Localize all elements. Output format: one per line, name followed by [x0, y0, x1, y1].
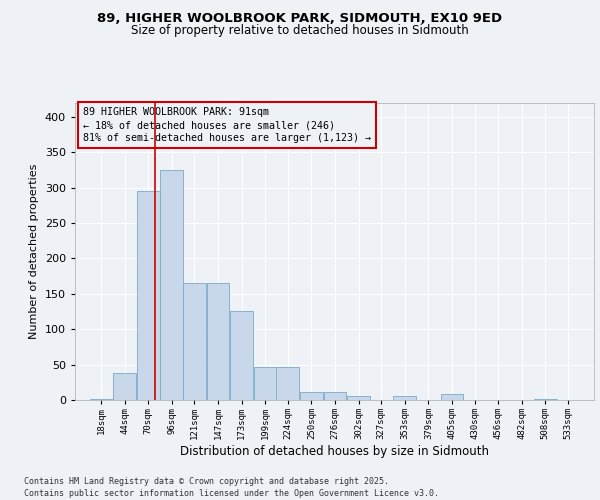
- Text: Contains HM Land Registry data © Crown copyright and database right 2025.
Contai: Contains HM Land Registry data © Crown c…: [24, 476, 439, 498]
- Bar: [534, 398, 557, 400]
- Bar: [277, 366, 299, 400]
- Bar: [394, 396, 416, 400]
- Bar: [113, 373, 136, 400]
- Bar: [230, 312, 253, 400]
- X-axis label: Distribution of detached houses by size in Sidmouth: Distribution of detached houses by size …: [180, 445, 489, 458]
- Bar: [440, 394, 463, 400]
- Bar: [206, 283, 229, 400]
- Bar: [347, 396, 370, 400]
- Bar: [254, 366, 277, 400]
- Bar: [183, 283, 206, 400]
- Text: 89 HIGHER WOOLBROOK PARK: 91sqm
← 18% of detached houses are smaller (246)
81% o: 89 HIGHER WOOLBROOK PARK: 91sqm ← 18% of…: [83, 107, 371, 144]
- Y-axis label: Number of detached properties: Number of detached properties: [29, 164, 39, 339]
- Bar: [323, 392, 346, 400]
- Bar: [300, 392, 323, 400]
- Bar: [160, 170, 183, 400]
- Text: Size of property relative to detached houses in Sidmouth: Size of property relative to detached ho…: [131, 24, 469, 37]
- Text: 89, HIGHER WOOLBROOK PARK, SIDMOUTH, EX10 9ED: 89, HIGHER WOOLBROOK PARK, SIDMOUTH, EX1…: [97, 12, 503, 26]
- Bar: [137, 191, 160, 400]
